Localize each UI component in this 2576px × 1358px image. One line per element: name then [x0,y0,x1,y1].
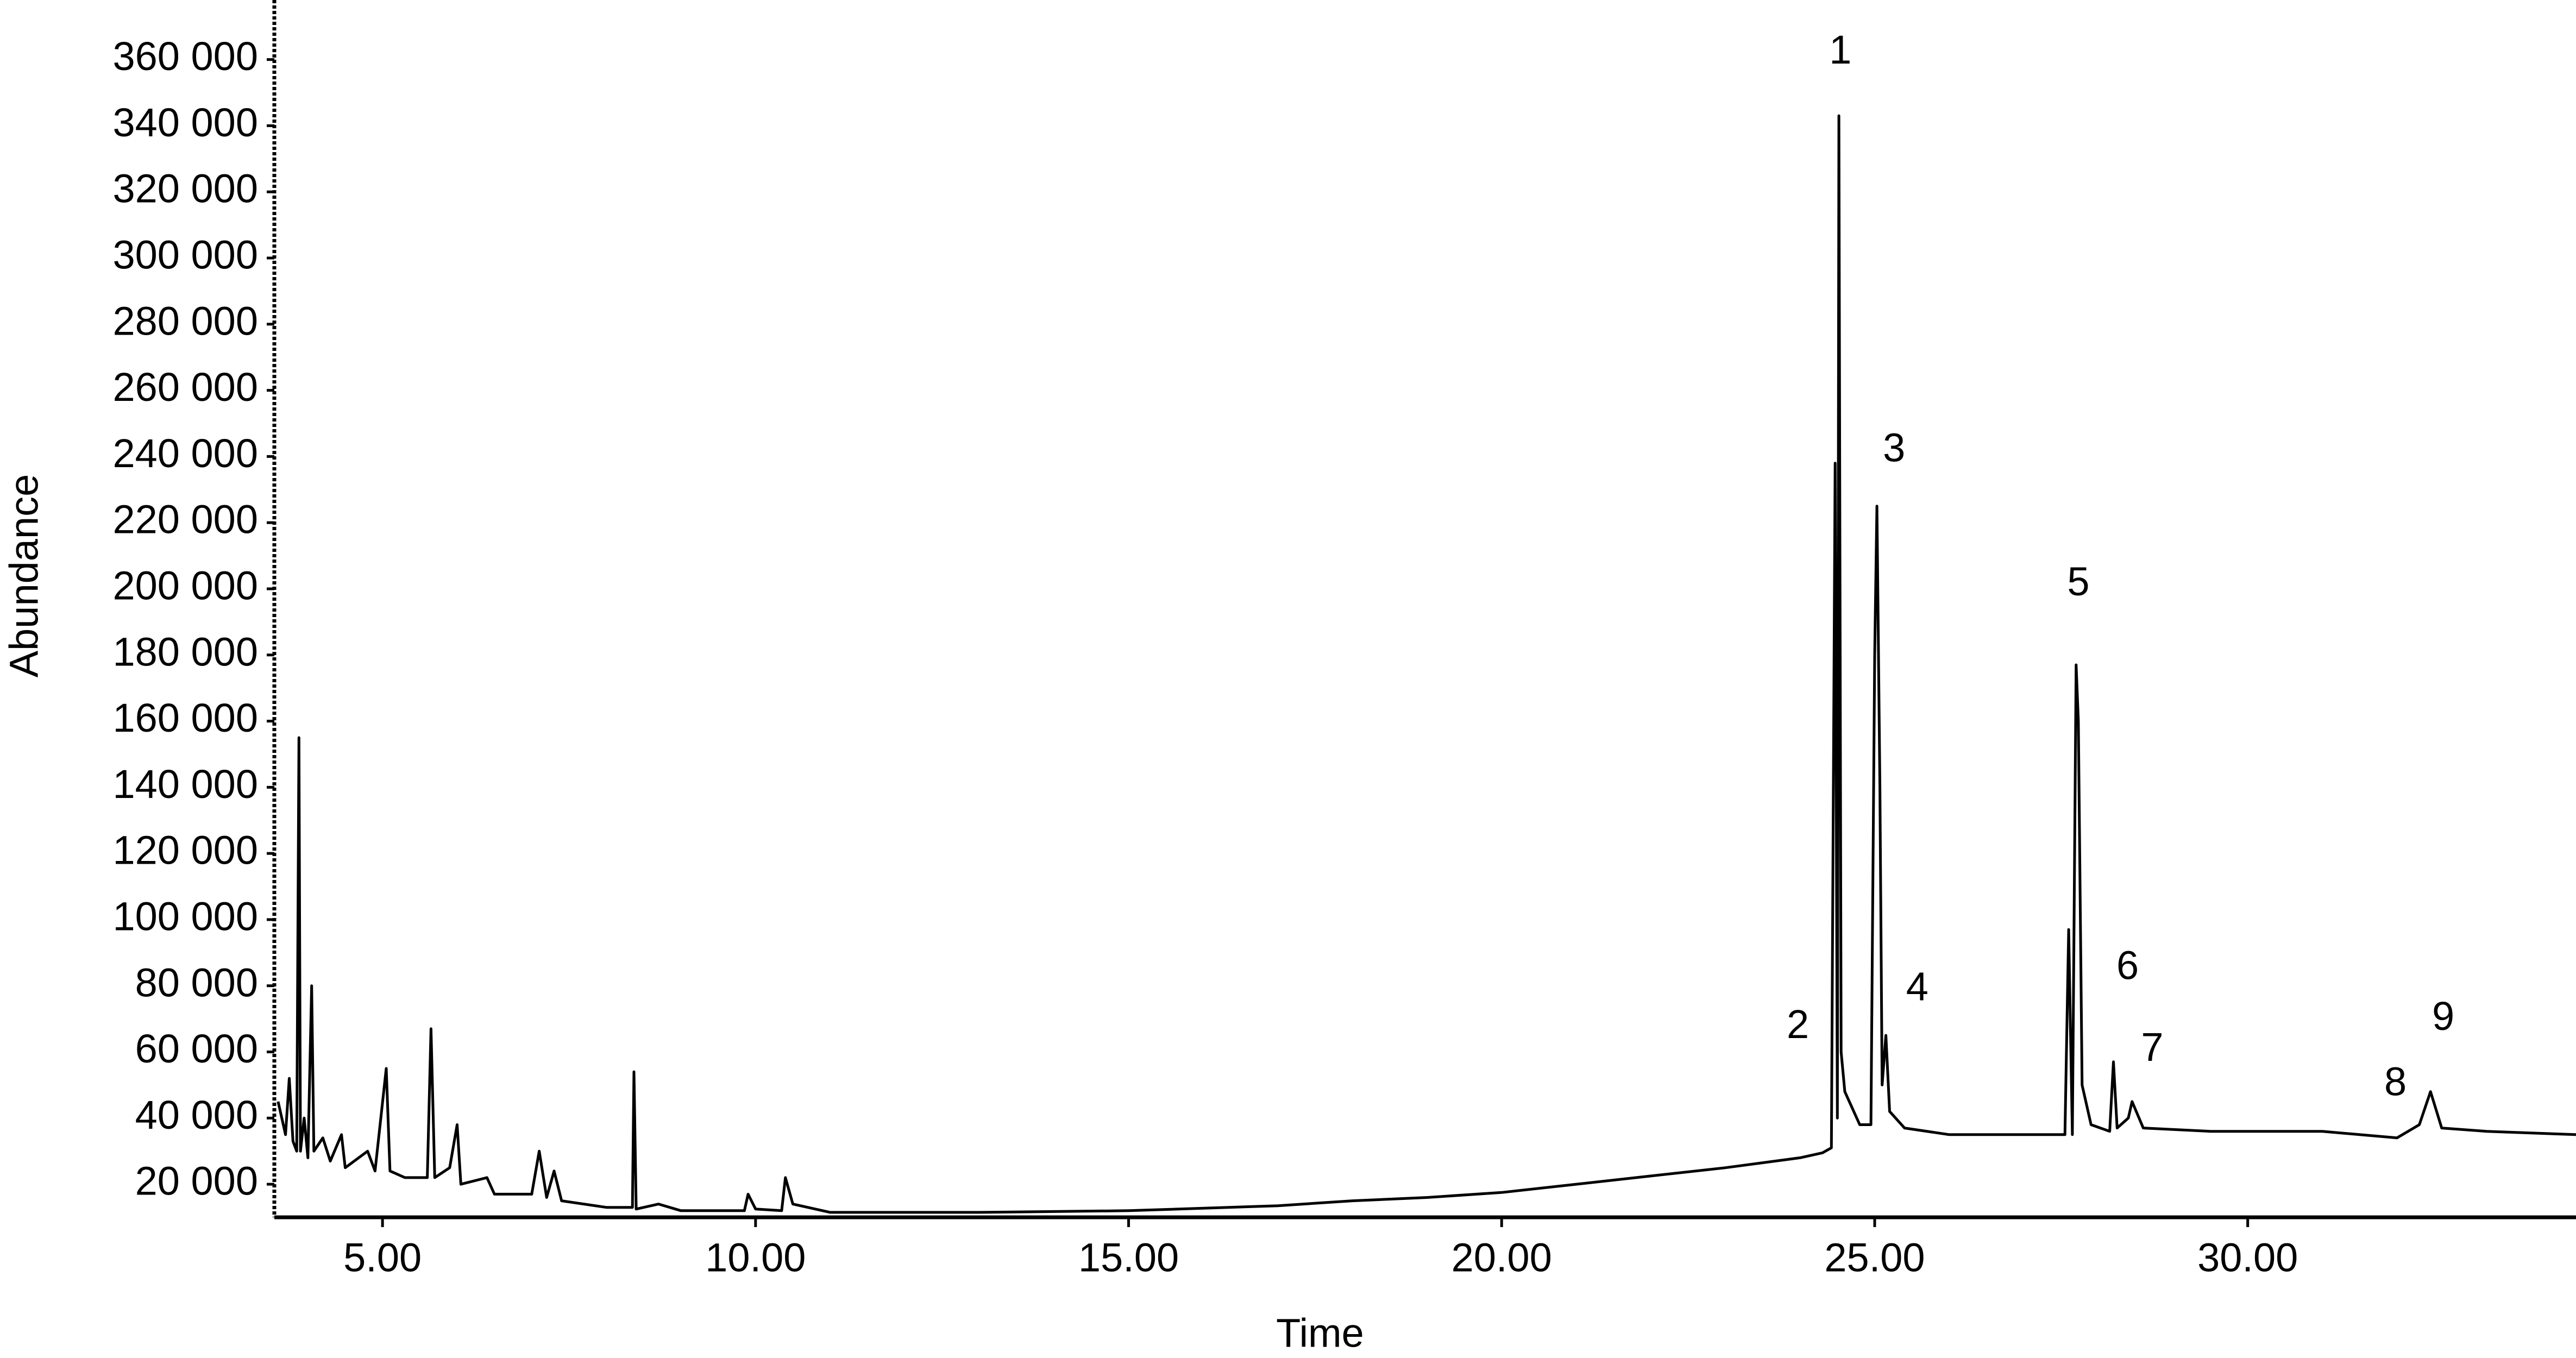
y-tick-label: 120 000 [113,828,259,873]
x-tick-label: 30.00 [2197,1235,2298,1280]
peak-label: 4 [1906,964,1928,1009]
x-axis-title: Time [1276,1311,1364,1356]
peak-label: 2 [1787,1002,1809,1047]
y-tick-label: 360 000 [113,34,259,79]
y-tick-label: 320 000 [113,166,259,211]
x-tick-label: 5.00 [343,1235,422,1280]
y-tick-label: 140 000 [113,762,259,807]
y-axis-title: Abundance [2,474,47,677]
x-tick-label: 10.00 [705,1235,806,1280]
x-tick-label: 20.00 [1452,1235,1552,1280]
peak-label: 7 [2141,1024,2163,1070]
peak-label: 1 [1829,27,1851,72]
y-tick-label: 220 000 [113,497,259,542]
peak-label: 8 [2384,1059,2407,1104]
peak-label: 9 [2432,994,2454,1039]
y-tick-label: 20 000 [135,1159,258,1204]
x-tick-label: 25.00 [1824,1235,1925,1280]
y-tick-label: 280 000 [113,298,259,343]
y-tick-label: 340 000 [113,100,259,145]
peak-label: 3 [1883,425,1905,470]
y-tick-label: 300 000 [113,232,259,278]
y-tick-label: 160 000 [113,695,259,740]
y-tick-label: 100 000 [113,894,259,939]
y-tick-label: 200 000 [113,563,259,608]
y-tick-label: 80 000 [135,960,258,1005]
peak-label: 5 [2067,559,2089,604]
y-tick-label: 180 000 [113,629,259,674]
peak-label: 6 [2116,943,2139,988]
chromatogram-line [277,114,2576,1214]
y-tick-label: 60 000 [135,1026,258,1071]
y-tick-label: 260 000 [113,364,259,410]
x-tick-label: 15.00 [1078,1235,1179,1280]
y-tick-label: 40 000 [135,1092,258,1137]
y-tick-label: 240 000 [113,431,259,476]
